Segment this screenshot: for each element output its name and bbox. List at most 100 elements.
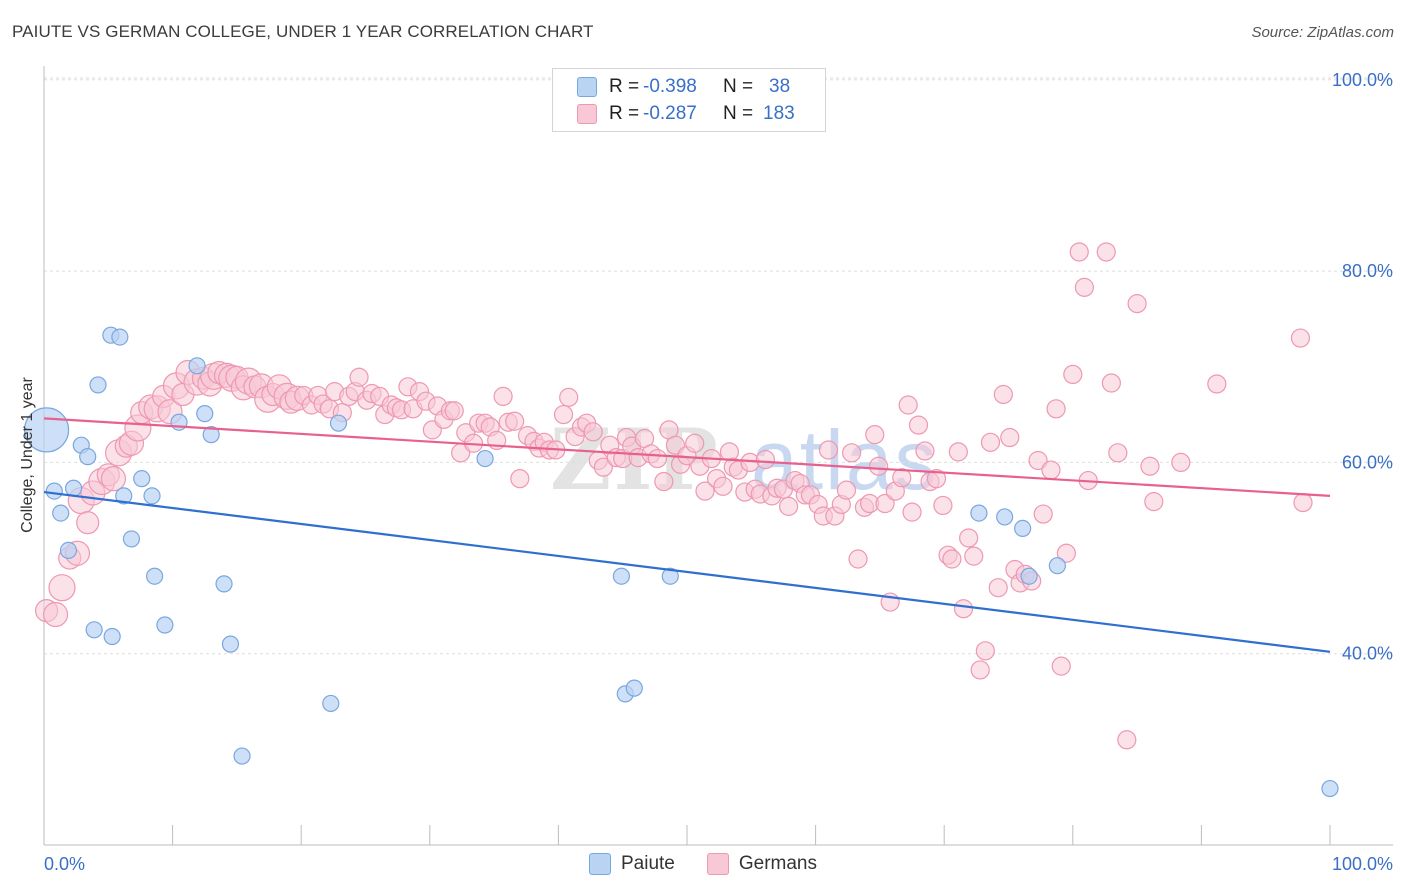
y-tick-label: 40.0% — [1342, 644, 1393, 664]
germans-point — [505, 411, 525, 431]
germans-point — [848, 549, 868, 569]
legend-label-germans: Germans — [738, 853, 817, 874]
germans-point — [836, 480, 857, 500]
germans-point — [583, 422, 603, 442]
germans-point — [349, 367, 369, 387]
germans-point — [1144, 492, 1164, 512]
paiute-point — [145, 567, 164, 585]
paiute-point — [1020, 567, 1038, 585]
paiute-point — [143, 487, 161, 505]
germans-point — [970, 660, 990, 680]
germans-point — [1041, 460, 1061, 480]
germans-point — [685, 433, 705, 453]
germans-point — [654, 471, 674, 492]
germans-point — [493, 386, 513, 407]
germans-point — [510, 469, 530, 489]
stats-legend-row-germans: R = -0.287 N = 183 — [577, 101, 795, 127]
germans-point — [100, 466, 127, 492]
paiute-point — [45, 482, 63, 500]
germans-swatch-icon — [577, 104, 597, 124]
germans-point — [1171, 452, 1191, 472]
germans-point — [953, 599, 974, 619]
germans-point — [1069, 242, 1089, 262]
germans-point — [865, 425, 885, 445]
paiute-point — [215, 575, 233, 593]
germans-point — [875, 493, 895, 514]
paiute-n-value: 38 — [769, 76, 791, 97]
germans-point — [1063, 364, 1083, 385]
germans-point — [48, 574, 76, 602]
germans-point — [1140, 456, 1160, 476]
paiute-trend-line — [43, 490, 1331, 653]
germans-point — [1108, 443, 1128, 463]
legend-item-germans[interactable]: Germans — [706, 853, 817, 875]
watermark: ZIP atlas — [550, 410, 938, 509]
y-tick-label: 80.0% — [1342, 261, 1393, 281]
germans-point — [1046, 399, 1066, 419]
stats-legend-row-paiute: R = -0.398 N = 38 — [577, 74, 790, 100]
paiute-point — [111, 328, 129, 346]
germans-r-value: -0.287 — [643, 103, 697, 124]
germans-point — [942, 549, 962, 569]
germans-point — [993, 384, 1013, 405]
germans-legend-icon — [706, 853, 729, 875]
paiute-point — [202, 426, 220, 444]
paiute-swatch-icon — [577, 77, 597, 97]
r-label: R = — [609, 76, 640, 97]
germans-point — [869, 456, 889, 476]
source-credit: Source: ZipAtlas.com — [1251, 24, 1394, 41]
germans-point — [964, 546, 984, 566]
germans-point — [1056, 543, 1076, 563]
paiute-legend-icon — [588, 853, 611, 875]
paiute-point — [970, 504, 988, 522]
r-label: R = — [609, 103, 640, 124]
paiute-point — [221, 635, 240, 653]
x-tick-label: 0.0% — [44, 854, 85, 874]
germans-point — [1117, 730, 1137, 750]
germans-point — [713, 476, 733, 496]
n-label: N = — [723, 103, 754, 124]
germans-n-value: 183 — [763, 103, 795, 124]
germans-point — [1051, 656, 1071, 676]
y-axis-label: College, Under 1 year — [19, 377, 36, 533]
germans-point — [553, 404, 574, 425]
germans-point — [933, 495, 953, 516]
germans-point — [948, 442, 968, 462]
paiute-point — [1014, 519, 1032, 537]
germans-point — [755, 449, 776, 470]
germans-point — [1033, 504, 1053, 524]
germans-point — [818, 440, 839, 460]
paiute-point — [612, 567, 631, 585]
y-tick-label: 60.0% — [1342, 452, 1393, 472]
paiute-point — [103, 627, 121, 646]
stats-legend: R = -0.398 N = 38 R = -0.287 N = 183 — [552, 68, 826, 132]
germans-point — [42, 601, 69, 628]
germans-point — [975, 641, 995, 661]
paiute-point — [996, 508, 1014, 526]
series-legend: Paiute Germans — [0, 850, 1406, 878]
paiute-point — [625, 679, 643, 697]
paiute-point — [322, 694, 340, 713]
germans-point — [1293, 492, 1313, 513]
paiute-point — [1321, 779, 1339, 798]
paiute-point — [1048, 557, 1066, 575]
germans-point — [778, 496, 799, 516]
germans-point — [695, 481, 715, 501]
germans-point — [892, 468, 912, 488]
germans-point — [1290, 328, 1311, 348]
germans-point — [1096, 242, 1116, 262]
germans-point — [988, 578, 1008, 598]
legend-label-paiute: Paiute — [620, 853, 675, 874]
germans-point — [1127, 294, 1147, 314]
germans-point — [1207, 374, 1227, 394]
paiute-r-value: -0.398 — [643, 76, 697, 97]
paiute-point — [79, 448, 97, 466]
paiute-point — [85, 621, 103, 639]
paiute-point — [476, 449, 494, 468]
germans-point — [1101, 373, 1121, 393]
chart-title: PAIUTE VS GERMAN COLLEGE, UNDER 1 YEAR C… — [12, 22, 594, 41]
germans-point — [926, 469, 947, 489]
germans-point — [980, 432, 1001, 452]
legend-item-paiute[interactable]: Paiute — [588, 853, 675, 875]
